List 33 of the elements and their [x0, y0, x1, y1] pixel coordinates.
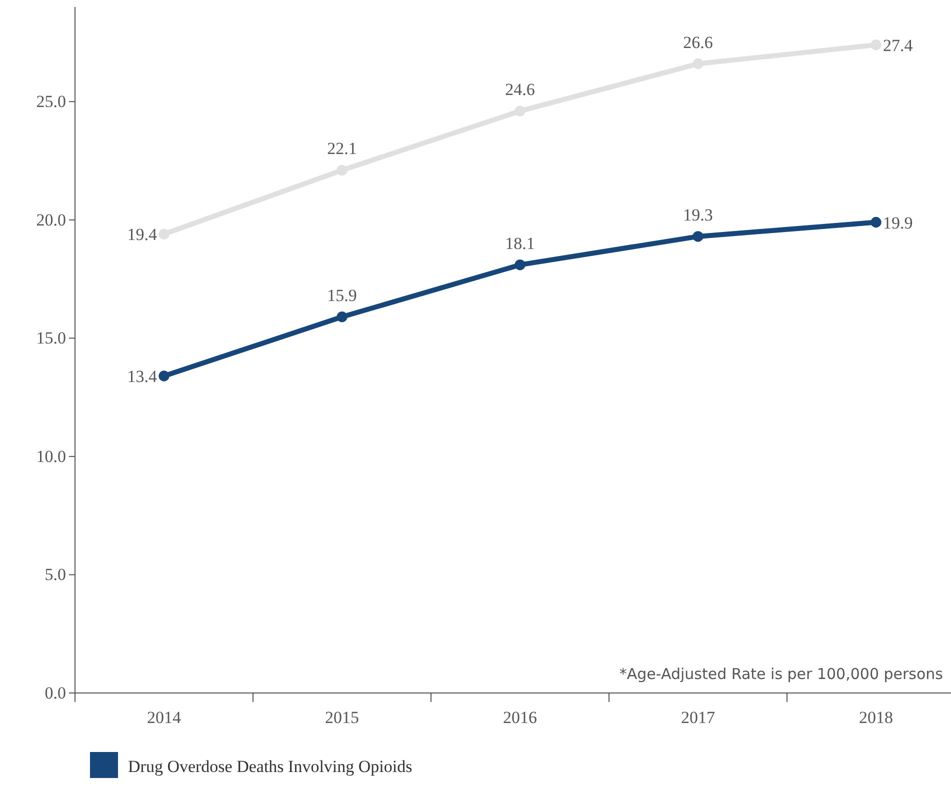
- x-tick-label: 2018: [859, 708, 893, 728]
- data-label: 13.4: [127, 367, 158, 386]
- data-label: 19.3: [683, 205, 713, 224]
- y-tick-label: 20.0: [36, 210, 66, 230]
- point: [158, 228, 170, 240]
- data-label: 24.6: [505, 80, 535, 100]
- point: [158, 370, 170, 382]
- point: [870, 40, 882, 50]
- data-label: 18.1: [505, 234, 535, 253]
- point: [514, 260, 526, 270]
- data-label: 26.6: [683, 32, 713, 52]
- point: [870, 216, 882, 228]
- point: [336, 164, 348, 176]
- x-tick-label: 2016: [503, 708, 537, 728]
- x-tick-label: 2017: [681, 708, 716, 728]
- data-label: 27.4: [883, 36, 914, 55]
- annotation: *Age-Adjusted Rate is per 100,000 persons: [619, 665, 944, 683]
- data-label: 19.9: [883, 213, 913, 232]
- data-label: 15.9: [327, 286, 357, 305]
- point: [692, 58, 704, 70]
- y-tick-label: 15.0: [36, 328, 66, 348]
- x-tick-label: 2014: [147, 708, 182, 728]
- legend-label: Drug Overdose Deaths Involving Opioids: [128, 757, 412, 776]
- point: [336, 312, 348, 322]
- y-tick-label: 10.0: [36, 446, 66, 466]
- point: [514, 106, 526, 116]
- y-tick-label: 0.0: [44, 683, 66, 702]
- y-tick-label: 25.0: [36, 92, 66, 112]
- data-label: 22.1: [327, 139, 357, 158]
- data-label: 19.4: [127, 225, 158, 244]
- x-tick-label: 2015: [325, 708, 359, 728]
- point: [692, 231, 704, 242]
- y-tick-label: 5.0: [44, 565, 66, 584]
